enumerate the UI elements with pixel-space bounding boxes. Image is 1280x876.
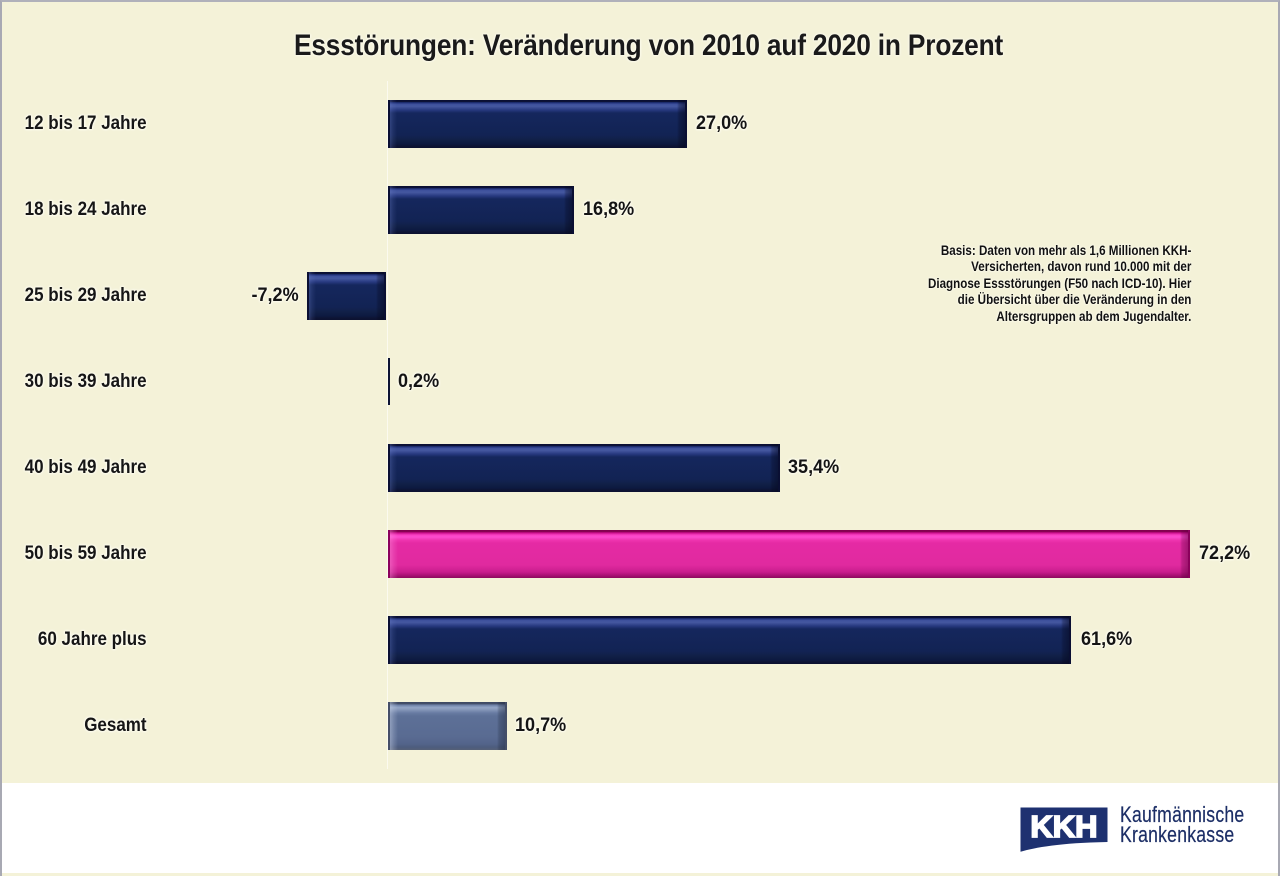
svg-text:KKH: KKH bbox=[1030, 809, 1097, 844]
